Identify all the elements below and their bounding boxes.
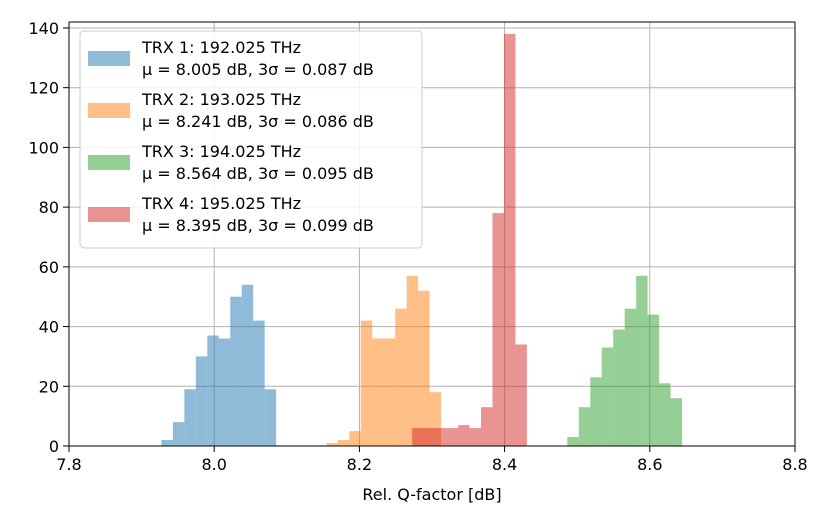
histogram-bar [195,356,208,446]
x-tick-label: 7.8 [56,455,81,474]
histogram-bar [218,338,231,446]
series-3 [567,275,683,446]
x-tick-label: 8.2 [347,455,372,474]
y-tick-label: 120 [28,79,59,98]
histogram-bar [659,383,671,446]
histogram-bar [515,344,527,446]
x-axis-label: Rel. Q-factor [dB] [362,485,501,504]
histogram-bar [578,407,591,446]
histogram-bar [207,335,219,446]
histogram-bar [458,425,470,446]
histogram-bars [161,33,683,446]
histogram-bar [446,428,459,446]
histogram-bar [670,398,683,446]
histogram-bar [613,329,625,446]
plot-frame [68,21,796,447]
histogram-bar [360,320,373,446]
x-tick-label: 8.8 [782,455,807,474]
y-tick-label: 140 [28,19,59,38]
legend-swatch [88,155,130,170]
histogram-bar [184,389,196,446]
legend-swatch [88,207,130,222]
histogram-bar [624,308,637,446]
series-2 [326,275,442,446]
series-4 [412,33,527,446]
histogram-bar [172,422,185,446]
histogram-bar [264,389,277,446]
histogram-bar [230,296,242,446]
y-tick-label: 60 [39,258,59,277]
histogram-bar [406,275,419,446]
histogram-bar [241,284,254,446]
histogram-bar [503,33,516,446]
legend-series-stats: μ = 8.395 dB, 3σ = 0.099 dB [142,216,374,235]
y-tick-label: 20 [39,377,59,396]
histogram-bar [372,338,384,446]
histogram-bar [412,428,424,446]
histogram-bar [326,443,338,446]
legend-series-name: TRX 2: 193.025 THz [141,90,301,109]
legend-series-stats: μ = 8.005 dB, 3σ = 0.087 dB [142,60,374,79]
legend-series-stats: μ = 8.564 dB, 3σ = 0.095 dB [142,164,374,183]
histogram-bar [469,428,482,446]
histogram-bar [647,314,660,446]
legend-swatch [88,51,130,66]
histogram-bar [253,320,265,446]
legend-series-name: TRX 3: 194.025 THz [141,142,301,161]
y-tick-label: 40 [39,318,59,337]
histogram-bar [161,440,173,446]
histogram-bar [383,338,396,446]
y-tick-label: 0 [49,437,59,456]
x-tick-label: 8.0 [201,455,226,474]
legend-series-name: TRX 1: 192.025 THz [141,38,301,57]
histogram-bar [349,431,361,446]
legend-box [79,30,423,249]
histogram-bar [395,308,407,446]
histogram-bar [337,440,350,446]
histogram-bar [481,407,493,446]
legend-swatch [88,103,130,118]
histogram-bar [636,275,648,446]
legend: TRX 1: 192.025 THz μ = 8.005 dB, 3σ = 0.0… [79,30,423,249]
legend-series-name: TRX 4: 195.025 THz [141,194,301,213]
histogram-bar [567,437,579,446]
series-1 [161,284,277,446]
histogram-bar [601,347,614,446]
axis-ticks: 7.8 8.0 8.2 8.4 8.6 8.8 0 20 40 60 80 100 120 140 [28,19,807,474]
y-tick-label: 80 [39,198,59,217]
histogram-bar [435,428,447,446]
histogram-bar [423,428,436,446]
histogram-bar [429,392,442,446]
x-tick-label: 8.6 [637,455,662,474]
y-tick-label: 100 [28,138,59,157]
histogram-bar [418,290,430,446]
x-tick-label: 8.4 [492,455,517,474]
histogram-bar [492,213,504,446]
histogram-bar [590,377,602,446]
legend-series-stats: μ = 8.241 dB, 3σ = 0.086 dB [142,112,374,131]
